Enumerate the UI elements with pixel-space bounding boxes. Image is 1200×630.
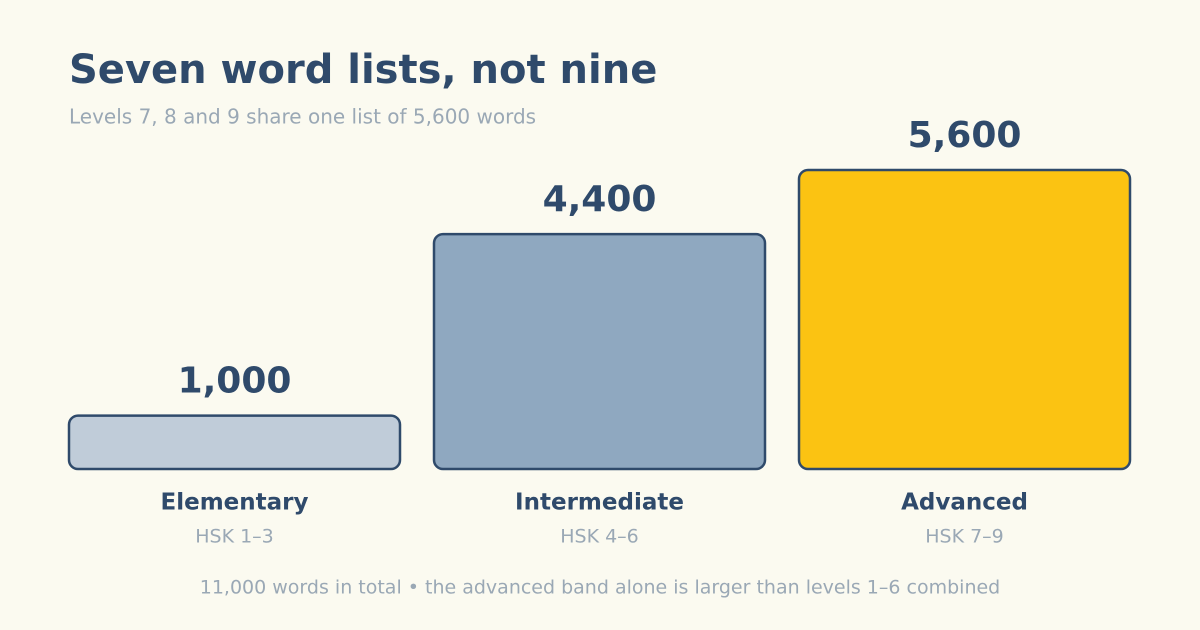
category-sublabel: HSK 1–3: [195, 526, 274, 548]
category-label: Advanced: [901, 490, 1028, 516]
value-label: 4,400: [543, 179, 657, 220]
bar: [432, 232, 767, 471]
category-label: Elementary: [161, 490, 309, 516]
bar: [797, 168, 1132, 471]
chart-subtitle: Levels 7, 8 and 9 share one list of 5,60…: [69, 105, 536, 129]
footnote: 11,000 words in total • the advanced ban…: [200, 577, 1001, 599]
bar: [67, 414, 402, 471]
chart-title: Seven word lists, not nine: [69, 47, 657, 93]
category-sublabel: HSK 7–9: [925, 526, 1004, 548]
category-label: Intermediate: [515, 490, 684, 516]
value-label: 1,000: [178, 361, 292, 402]
category-sublabel: HSK 4–6: [560, 526, 639, 548]
value-label: 5,600: [908, 115, 1022, 156]
